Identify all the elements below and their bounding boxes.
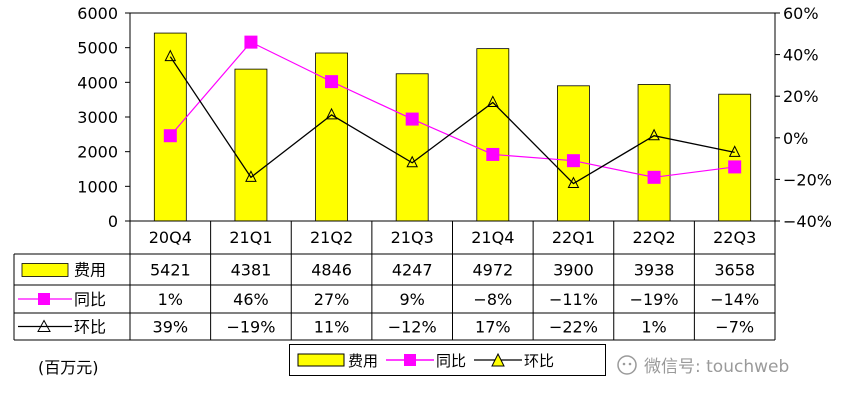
legend-label-qoq: 环比 bbox=[524, 351, 555, 370]
bar-22Q2 bbox=[637, 84, 671, 222]
point-qoq-22Q2 bbox=[648, 128, 660, 141]
legend-item-yoy: 同比 bbox=[384, 350, 466, 371]
table-row-label-2: 同比 bbox=[74, 290, 106, 309]
table-cell: 9% bbox=[399, 290, 424, 309]
legend-label-yoy: 同比 bbox=[436, 351, 467, 370]
table-cell: 17% bbox=[475, 318, 511, 337]
table-cell: 1% bbox=[158, 290, 183, 309]
y-right-tick-label: 40% bbox=[783, 46, 819, 65]
point-yoy-22Q1 bbox=[566, 154, 580, 168]
table-cell: 4846 bbox=[311, 261, 352, 280]
bar-series bbox=[153, 32, 752, 222]
y-left-tick-label: 3000 bbox=[77, 108, 118, 127]
x-tick-label-21Q1: 21Q1 bbox=[229, 228, 272, 247]
table-key-bar bbox=[21, 263, 69, 277]
point-yoy-22Q2 bbox=[647, 170, 661, 184]
x-tick-label-21Q3: 21Q3 bbox=[391, 228, 434, 247]
table-cell: −8% bbox=[473, 290, 512, 309]
table-cell: 27% bbox=[314, 290, 350, 309]
point-yoy-21Q1 bbox=[244, 35, 258, 49]
point-yoy-21Q3 bbox=[405, 112, 419, 126]
y-left-tick-label: 4000 bbox=[77, 73, 118, 92]
table-cell: 3938 bbox=[634, 261, 675, 280]
table-cell: −19% bbox=[226, 318, 275, 337]
chart-axes: 0 1000 2000 3000 4000 5000 6000 −40% −20% 0% 20% 40… bbox=[77, 4, 832, 231]
data-table: 20Q4 21Q1 21Q2 21Q3 21Q4 22Q1 22Q2 22Q3 费用 5421 43… bbox=[13, 220, 776, 341]
point-yoy-21Q4 bbox=[486, 147, 500, 161]
chart-legend: 费用 同比 环比 bbox=[289, 344, 606, 376]
point-yoy-20Q4 bbox=[163, 129, 177, 143]
x-tick-label-21Q4: 21Q4 bbox=[471, 228, 514, 247]
table-cell: −7% bbox=[715, 318, 754, 337]
line-series-2 bbox=[169, 56, 735, 185]
legend-item-qoq: 环比 bbox=[472, 350, 554, 371]
table-key-square-marker bbox=[38, 293, 50, 305]
table-cell: 3658 bbox=[714, 261, 755, 280]
line-series bbox=[163, 35, 742, 189]
bar-21Q1 bbox=[234, 68, 268, 222]
x-tick-label-22Q1: 22Q1 bbox=[552, 228, 595, 247]
point-qoq-21Q2 bbox=[325, 107, 338, 120]
x-tick-label-20Q4: 20Q4 bbox=[149, 228, 192, 247]
table-cell: −11% bbox=[549, 290, 598, 309]
table-cell: 4247 bbox=[392, 261, 433, 280]
table-cell: 39% bbox=[153, 318, 189, 337]
watermark: 微信号: touchweb bbox=[616, 352, 789, 377]
point-yoy-22Q3 bbox=[728, 160, 742, 174]
table-cell: 1% bbox=[641, 318, 666, 337]
y-right-tick-label: −20% bbox=[783, 170, 832, 189]
y-left-tick-label: 0 bbox=[108, 212, 118, 231]
bar-21Q4 bbox=[476, 48, 510, 222]
x-tick-label-22Q2: 22Q2 bbox=[632, 228, 675, 247]
table-cell: 11% bbox=[314, 318, 350, 337]
legend-item-bar: 费用 bbox=[296, 350, 378, 371]
table-cell: 5421 bbox=[150, 261, 191, 280]
point-qoq-22Q3 bbox=[728, 145, 741, 157]
watermark-text: 微信号: touchweb bbox=[644, 357, 790, 377]
point-qoq-21Q1 bbox=[245, 170, 257, 182]
bar-22Q3 bbox=[718, 93, 752, 222]
table-cell: −19% bbox=[630, 290, 679, 309]
y-right-tick-label: 60% bbox=[783, 4, 819, 23]
point-qoq-20Q4 bbox=[164, 49, 177, 62]
point-qoq-22Q1 bbox=[567, 176, 580, 189]
table-row-label-3: 环比 bbox=[74, 318, 106, 337]
table-cell: 3900 bbox=[553, 261, 594, 280]
point-qoq-21Q3 bbox=[406, 155, 418, 168]
table-cell: −14% bbox=[710, 290, 759, 309]
legend-triangle-marker-icon bbox=[472, 352, 524, 368]
table-cell: 4972 bbox=[472, 261, 513, 280]
table-row-label-1: 费用 bbox=[74, 261, 106, 280]
x-tick-label-22Q3: 22Q3 bbox=[713, 228, 756, 247]
legend-bar-swatch bbox=[296, 352, 348, 368]
y-right-tick-label: 20% bbox=[783, 87, 819, 106]
unit-label: (百万元) bbox=[38, 358, 99, 377]
y-left-tick-label: 6000 bbox=[77, 4, 118, 23]
point-qoq-21Q4 bbox=[487, 95, 499, 107]
y-left-tick-label: 2000 bbox=[77, 143, 118, 162]
table-cell: 46% bbox=[233, 290, 269, 309]
wechat-icon bbox=[616, 354, 638, 376]
y-right-tick-label: 0% bbox=[783, 129, 808, 148]
y-left-tick-label: 1000 bbox=[77, 177, 118, 196]
table-cell: −22% bbox=[549, 318, 598, 337]
legend-label-bar: 费用 bbox=[348, 351, 379, 370]
table-cell: −12% bbox=[388, 318, 437, 337]
bar-21Q3 bbox=[395, 73, 429, 222]
x-tick-label-21Q2: 21Q2 bbox=[310, 228, 353, 247]
line-series-1 bbox=[169, 41, 735, 178]
y-right-tick-label: −40% bbox=[783, 212, 832, 231]
point-yoy-21Q2 bbox=[325, 75, 339, 89]
y-left-tick-label: 5000 bbox=[77, 39, 118, 58]
table-key-triangle-marker bbox=[37, 319, 51, 332]
bar-20Q4 bbox=[153, 32, 187, 222]
bar-22Q1 bbox=[557, 85, 590, 222]
legend-square-marker-icon bbox=[384, 352, 436, 368]
table-cell: 4381 bbox=[231, 261, 272, 280]
